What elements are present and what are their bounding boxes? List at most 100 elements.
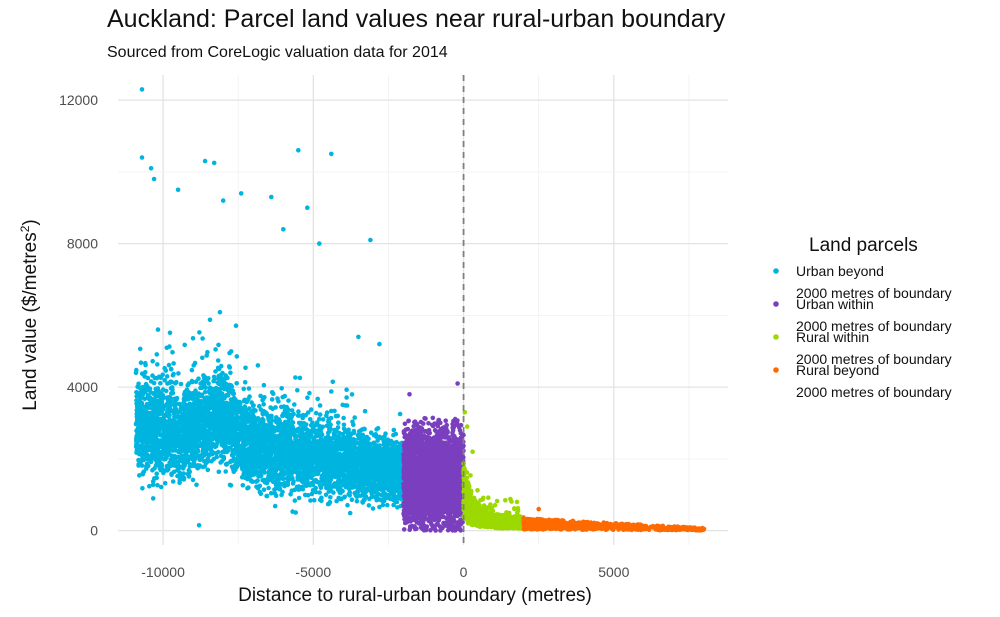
point-series-1 <box>134 407 140 412</box>
point-series-1 <box>350 419 355 425</box>
point-series-1 <box>135 438 141 444</box>
point-series-1 <box>215 380 220 386</box>
point-series-1 <box>138 423 143 428</box>
point-series-1 <box>167 407 172 412</box>
point-series-1 <box>387 486 393 491</box>
point-series-1 <box>225 426 231 432</box>
point-series-1 <box>160 395 165 400</box>
point-series-1 <box>345 502 350 508</box>
point-series-1 <box>191 409 197 414</box>
point-series-1 <box>177 455 182 460</box>
point-series-1 <box>157 465 163 471</box>
point-series-1 <box>253 479 259 484</box>
point-series-1 <box>216 469 222 475</box>
point-series-1 <box>239 460 245 465</box>
point-series-1 <box>338 489 343 495</box>
point-series-1 <box>236 403 242 408</box>
point-series-1 <box>242 380 248 385</box>
point-series-1 <box>371 432 377 438</box>
point-series-1 <box>177 409 183 415</box>
point-series-1 <box>326 489 332 494</box>
point-series-1 <box>343 429 348 435</box>
point-series-1 <box>228 349 234 354</box>
point-series-1 <box>323 492 329 498</box>
point-series-1 <box>206 445 211 450</box>
point-series-1 <box>261 487 267 493</box>
point-series-1 <box>213 369 218 374</box>
point-series-1 <box>344 387 349 393</box>
point-series-1 <box>394 450 400 455</box>
point-series-1 <box>392 497 397 502</box>
point-series-1 <box>269 397 275 402</box>
point-series-1 <box>249 400 254 405</box>
point-series-1 <box>255 363 261 368</box>
point-series-1 <box>342 480 348 486</box>
point-series-1 <box>365 454 371 460</box>
point-series-1 <box>247 473 253 478</box>
point-series-1 <box>229 419 234 425</box>
point-series-1 <box>154 408 159 414</box>
point-series-1 <box>316 427 322 433</box>
point-series-1 <box>230 388 236 394</box>
point-series-1 <box>266 416 271 422</box>
point-series-1 <box>177 401 182 407</box>
point-series-1 <box>210 414 216 420</box>
point-series-1 <box>391 427 397 433</box>
point-series-1 <box>307 390 312 396</box>
point-series-1 <box>137 473 142 478</box>
point-series-1 <box>341 452 347 457</box>
point-series-1 <box>277 433 283 438</box>
point-series-1 <box>313 452 319 457</box>
point-series-1 <box>359 478 364 484</box>
point-series-1 <box>203 430 209 436</box>
point-series-1 <box>167 460 172 466</box>
point-series-1 <box>154 352 160 357</box>
point-series-1 <box>182 342 187 348</box>
point-series-1 <box>254 484 259 490</box>
point-series-1 <box>163 451 168 456</box>
point-series-1 <box>335 413 341 419</box>
point-series-1 <box>260 412 266 417</box>
point-series-1 <box>186 409 192 415</box>
point-series-1 <box>150 358 155 364</box>
point-series-1 <box>170 448 175 453</box>
point-series-1 <box>307 417 313 422</box>
point-series-1 <box>362 437 368 442</box>
point-series-1 <box>181 471 186 476</box>
point-series-1 <box>381 450 387 456</box>
point-series-1 <box>200 452 206 458</box>
point-series-1 <box>164 402 170 408</box>
point-series-1 <box>313 410 319 416</box>
point-series-1 <box>200 379 205 385</box>
point-series-1 <box>292 469 298 475</box>
point-series-1 <box>389 479 395 485</box>
point-series-1 <box>230 406 236 412</box>
point-series-1 <box>134 401 139 406</box>
point-series-1 <box>142 426 147 431</box>
point-series-1 <box>169 396 174 402</box>
point-series-1 <box>286 398 291 403</box>
point-series-1 <box>292 465 297 471</box>
point-series-1 <box>296 495 302 501</box>
point-series-1 <box>137 346 143 352</box>
point-series-1 <box>219 459 225 464</box>
point-series-1 <box>148 430 154 436</box>
point-series-1 <box>189 463 195 469</box>
point-series-1 <box>386 449 392 454</box>
point-series-1 <box>168 385 174 391</box>
point-series-1 <box>207 385 213 391</box>
point-series-1 <box>296 433 302 438</box>
point-series-1 <box>179 442 184 448</box>
point-series-1 <box>309 466 314 471</box>
point-series-1 <box>319 454 324 459</box>
point-series-1 <box>141 447 147 452</box>
point-series-1 <box>351 430 357 436</box>
point-series-1 <box>334 470 339 476</box>
point-series-1 <box>211 387 217 393</box>
point-series-1 <box>155 327 161 332</box>
point-series-1 <box>199 393 205 399</box>
point-series-1 <box>268 450 273 456</box>
point-series-1 <box>325 501 331 507</box>
point-series-1 <box>374 465 380 471</box>
point-series-1 <box>211 403 216 408</box>
